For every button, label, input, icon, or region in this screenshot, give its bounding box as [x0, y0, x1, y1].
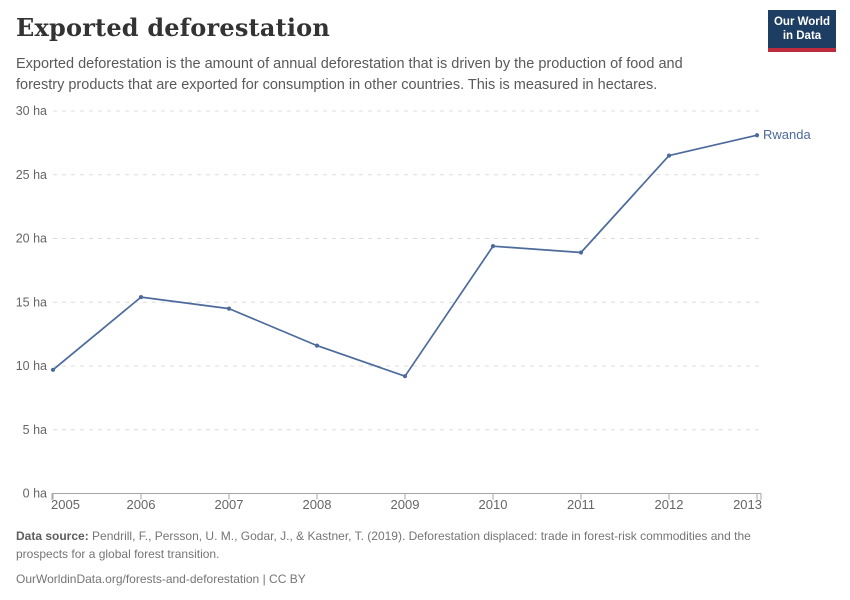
- chart-canvas: 0 ha 5 ha 10 ha 15 ha 20 ha 25 ha 30 ha 2005 200…: [16, 104, 762, 512]
- owid-logo-line1: Our World: [773, 16, 830, 28]
- owid-logo[interactable]: Our World in Data: [768, 10, 836, 52]
- chart-footer: Data source: Pendrill, F., Persson, U. M…: [16, 528, 796, 588]
- data-point-2008[interactable]: [314, 343, 320, 348]
- chart-title: Exported deforestation: [16, 13, 331, 42]
- data-source-text: Pendrill, F., Persson, U. M., Godar, J.,…: [16, 529, 751, 561]
- y-axis-label: 20 ha: [16, 232, 47, 246]
- x-axis-label: 2008: [303, 497, 332, 512]
- data-point-2010[interactable]: [490, 244, 496, 249]
- rwanda-line[interactable]: [52, 134, 758, 378]
- data-point-2012[interactable]: [666, 153, 672, 158]
- y-axis-label: 25 ha: [16, 168, 47, 182]
- y-axis-label: 10 ha: [16, 359, 47, 373]
- chart-subtitle: Exported deforestation is the amount of …: [16, 56, 683, 94]
- x-axis-label: 2009: [391, 497, 420, 512]
- data-source-line: Data source: Pendrill, F., Persson, U. M…: [16, 528, 796, 564]
- data-point-2009[interactable]: [402, 374, 408, 379]
- license-text: CC BY: [269, 571, 306, 586]
- data-point-2006[interactable]: [138, 295, 144, 300]
- license-line: OurWorldinData.org/forests-and-deforesta…: [16, 571, 796, 589]
- owid-url-link[interactable]: OurWorldinData.org/forests-and-deforesta…: [16, 571, 260, 586]
- x-axis-label: 2007: [215, 497, 244, 512]
- data-point-2013[interactable]: [754, 133, 760, 138]
- data-source-label: Data source:: [16, 529, 89, 543]
- y-axis-label: 15 ha: [16, 295, 47, 309]
- y-axis-label: 30 ha: [16, 104, 47, 118]
- y-axis-label: 5 ha: [23, 423, 47, 437]
- data-point-2011[interactable]: [578, 250, 584, 255]
- data-point-2005[interactable]: [50, 367, 56, 372]
- y-axis-label: 0 ha: [23, 487, 47, 501]
- footer-separator: |: [262, 571, 266, 586]
- x-axis-label: 2010: [479, 497, 508, 512]
- x-axis-label: 2012: [655, 497, 684, 512]
- x-axis-label: 2011: [567, 497, 595, 512]
- x-axis-label: 2006: [127, 497, 156, 512]
- series-label-rwanda[interactable]: Rwanda: [763, 127, 811, 143]
- x-axis-label: 2013: [733, 497, 762, 512]
- data-point-2007[interactable]: [226, 306, 232, 311]
- x-axis-label: 2005: [51, 497, 80, 512]
- owid-logo-line2: in Data: [782, 30, 822, 43]
